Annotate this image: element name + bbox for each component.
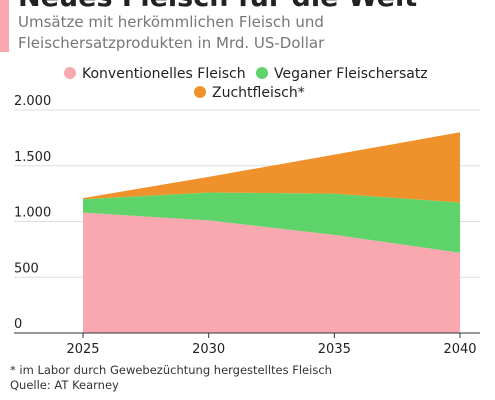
legend-label: Konventionelles Fleisch (82, 66, 246, 82)
source: Quelle: AT Kearney (10, 378, 119, 392)
chart-title: Neues Fleisch für die Welt (18, 0, 417, 13)
subtitle: Fleischersatzprodukten in Mrd. US-Dollar (18, 34, 325, 52)
y-tick-label: 500 (14, 261, 39, 276)
legend-swatch (256, 67, 268, 79)
y-tick-label: 2.000 (14, 94, 51, 109)
x-tick-label: 2025 (66, 342, 99, 357)
y-tick-label: 1.000 (14, 206, 51, 221)
y-tick-label: 1.500 (14, 150, 51, 165)
area (83, 192, 460, 253)
legend-swatch (194, 86, 206, 98)
legend-label: Zuchtfleisch* (212, 85, 305, 101)
subtitle: Umsätze mit herkömmlichen Fleisch und (18, 13, 324, 31)
legend-label: Veganer Fleischersatz (274, 66, 428, 82)
title-accent (0, 0, 9, 52)
x-tick-label: 2035 (318, 342, 351, 357)
y-tick-label: 0 (14, 317, 22, 332)
x-tick-label: 2040 (443, 342, 476, 357)
area (83, 212, 460, 333)
footnote: * im Labor durch Gewebezüchtung hergeste… (10, 363, 332, 377)
area (83, 132, 460, 203)
x-tick-label: 2030 (192, 342, 225, 357)
legend-swatch (64, 67, 76, 79)
